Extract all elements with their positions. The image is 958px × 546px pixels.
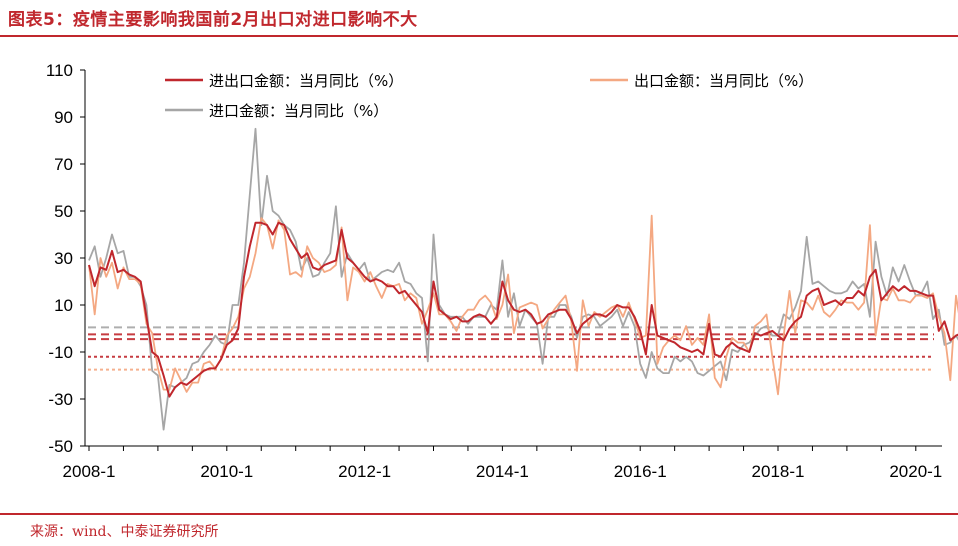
y-tick-label: -10 [48,343,73,362]
y-tick-label: 30 [54,249,73,268]
legend-label: 出口金额：当月同比（%） [634,72,813,90]
x-tick-label: 2014-1 [476,462,529,481]
y-tick-label: -30 [48,390,73,409]
x-tick-label: 2010-1 [200,462,253,481]
series-line-0 [88,221,958,398]
x-tick-label: 2018-1 [752,462,805,481]
series-line-1 [88,214,958,396]
title-rule [0,35,958,37]
figure-title: 图表5：疫情主要影响我国前2月出口对进口影响不大 [8,10,418,30]
x-tick-label: 2008-1 [63,462,116,481]
y-tick-label: 90 [54,108,73,127]
x-tick-label: 2016-1 [614,462,667,481]
y-tick-label: 110 [46,61,73,80]
source-note: 来源：wind、中泰证券研究所 [30,524,219,540]
series-line-2 [88,127,958,431]
x-tick-label: 2012-1 [338,462,391,481]
legend-label: 进口金额：当月同比（%） [209,102,388,120]
x-tick-label: 2020-1 [889,462,942,481]
y-tick-label: 50 [54,202,73,221]
y-tick-label: 10 [54,296,73,315]
y-tick-label: -50 [48,437,73,456]
y-tick-label: 70 [54,155,73,174]
source-rule [0,513,958,515]
legend-label: 进出口金额：当月同比（%） [209,72,403,90]
line-chart: 110 90 70 50 30 10 -10 -30 -50 2008-1 2010-1 2012-1… [46,61,958,481]
